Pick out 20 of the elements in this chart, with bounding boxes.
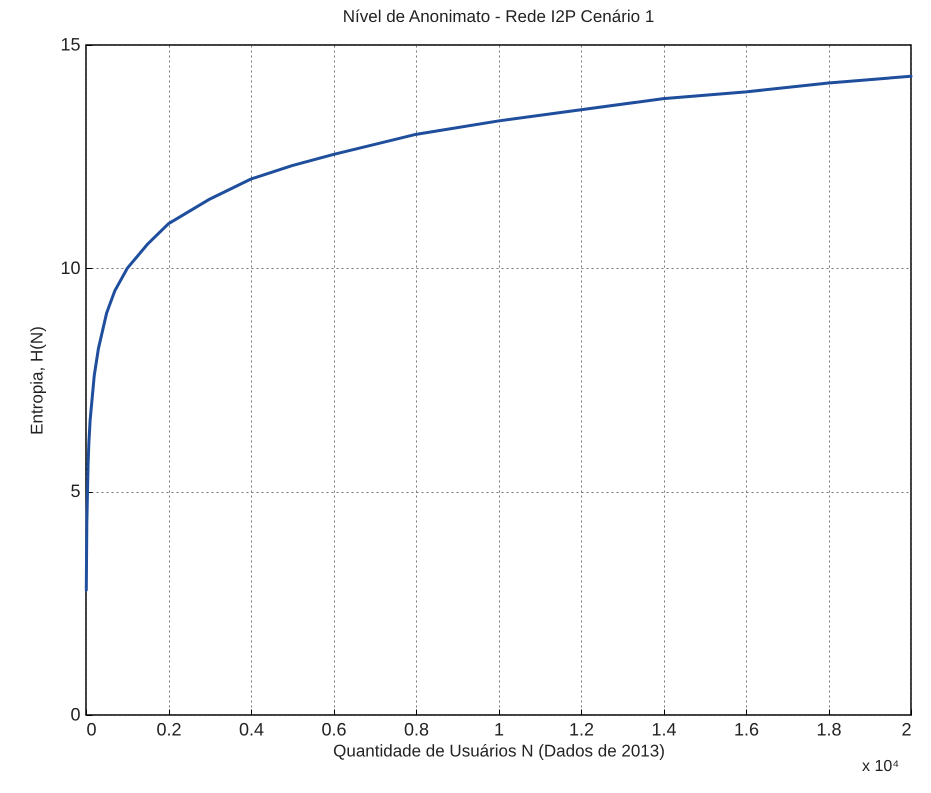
x-tick-label: 1.8	[816, 720, 842, 740]
x-tick-label: 1	[494, 720, 504, 740]
x-tick-label: 0.2	[156, 720, 182, 740]
x-tick-label: 0	[86, 720, 97, 740]
x-tick-label: 1.6	[734, 720, 760, 740]
y-tick-label: 15	[60, 34, 80, 54]
x-tick-label: 1.2	[568, 720, 594, 740]
text: x 10⁴	[862, 758, 900, 776]
chart-title: Nível de Anonimato - Rede I2P Cenário 1	[342, 7, 654, 26]
x-tick-label: 0.4	[238, 720, 264, 740]
line-series	[84, 74, 912, 592]
y-tick-label: 10	[60, 258, 80, 278]
y-axis-title: Entropia, H(N)	[27, 326, 46, 435]
x-tick-label: 2	[901, 720, 912, 740]
y-tick-label: 0	[70, 704, 80, 724]
y-tick-label: 5	[70, 481, 80, 502]
x-tick-label: 1.4	[651, 720, 677, 740]
x-axis-title: Quantidade de Usuários N (Dados de 2013)	[333, 742, 665, 760]
x-tick-label: 0.8	[404, 720, 430, 740]
x-tick-label: 0.6	[321, 720, 347, 740]
